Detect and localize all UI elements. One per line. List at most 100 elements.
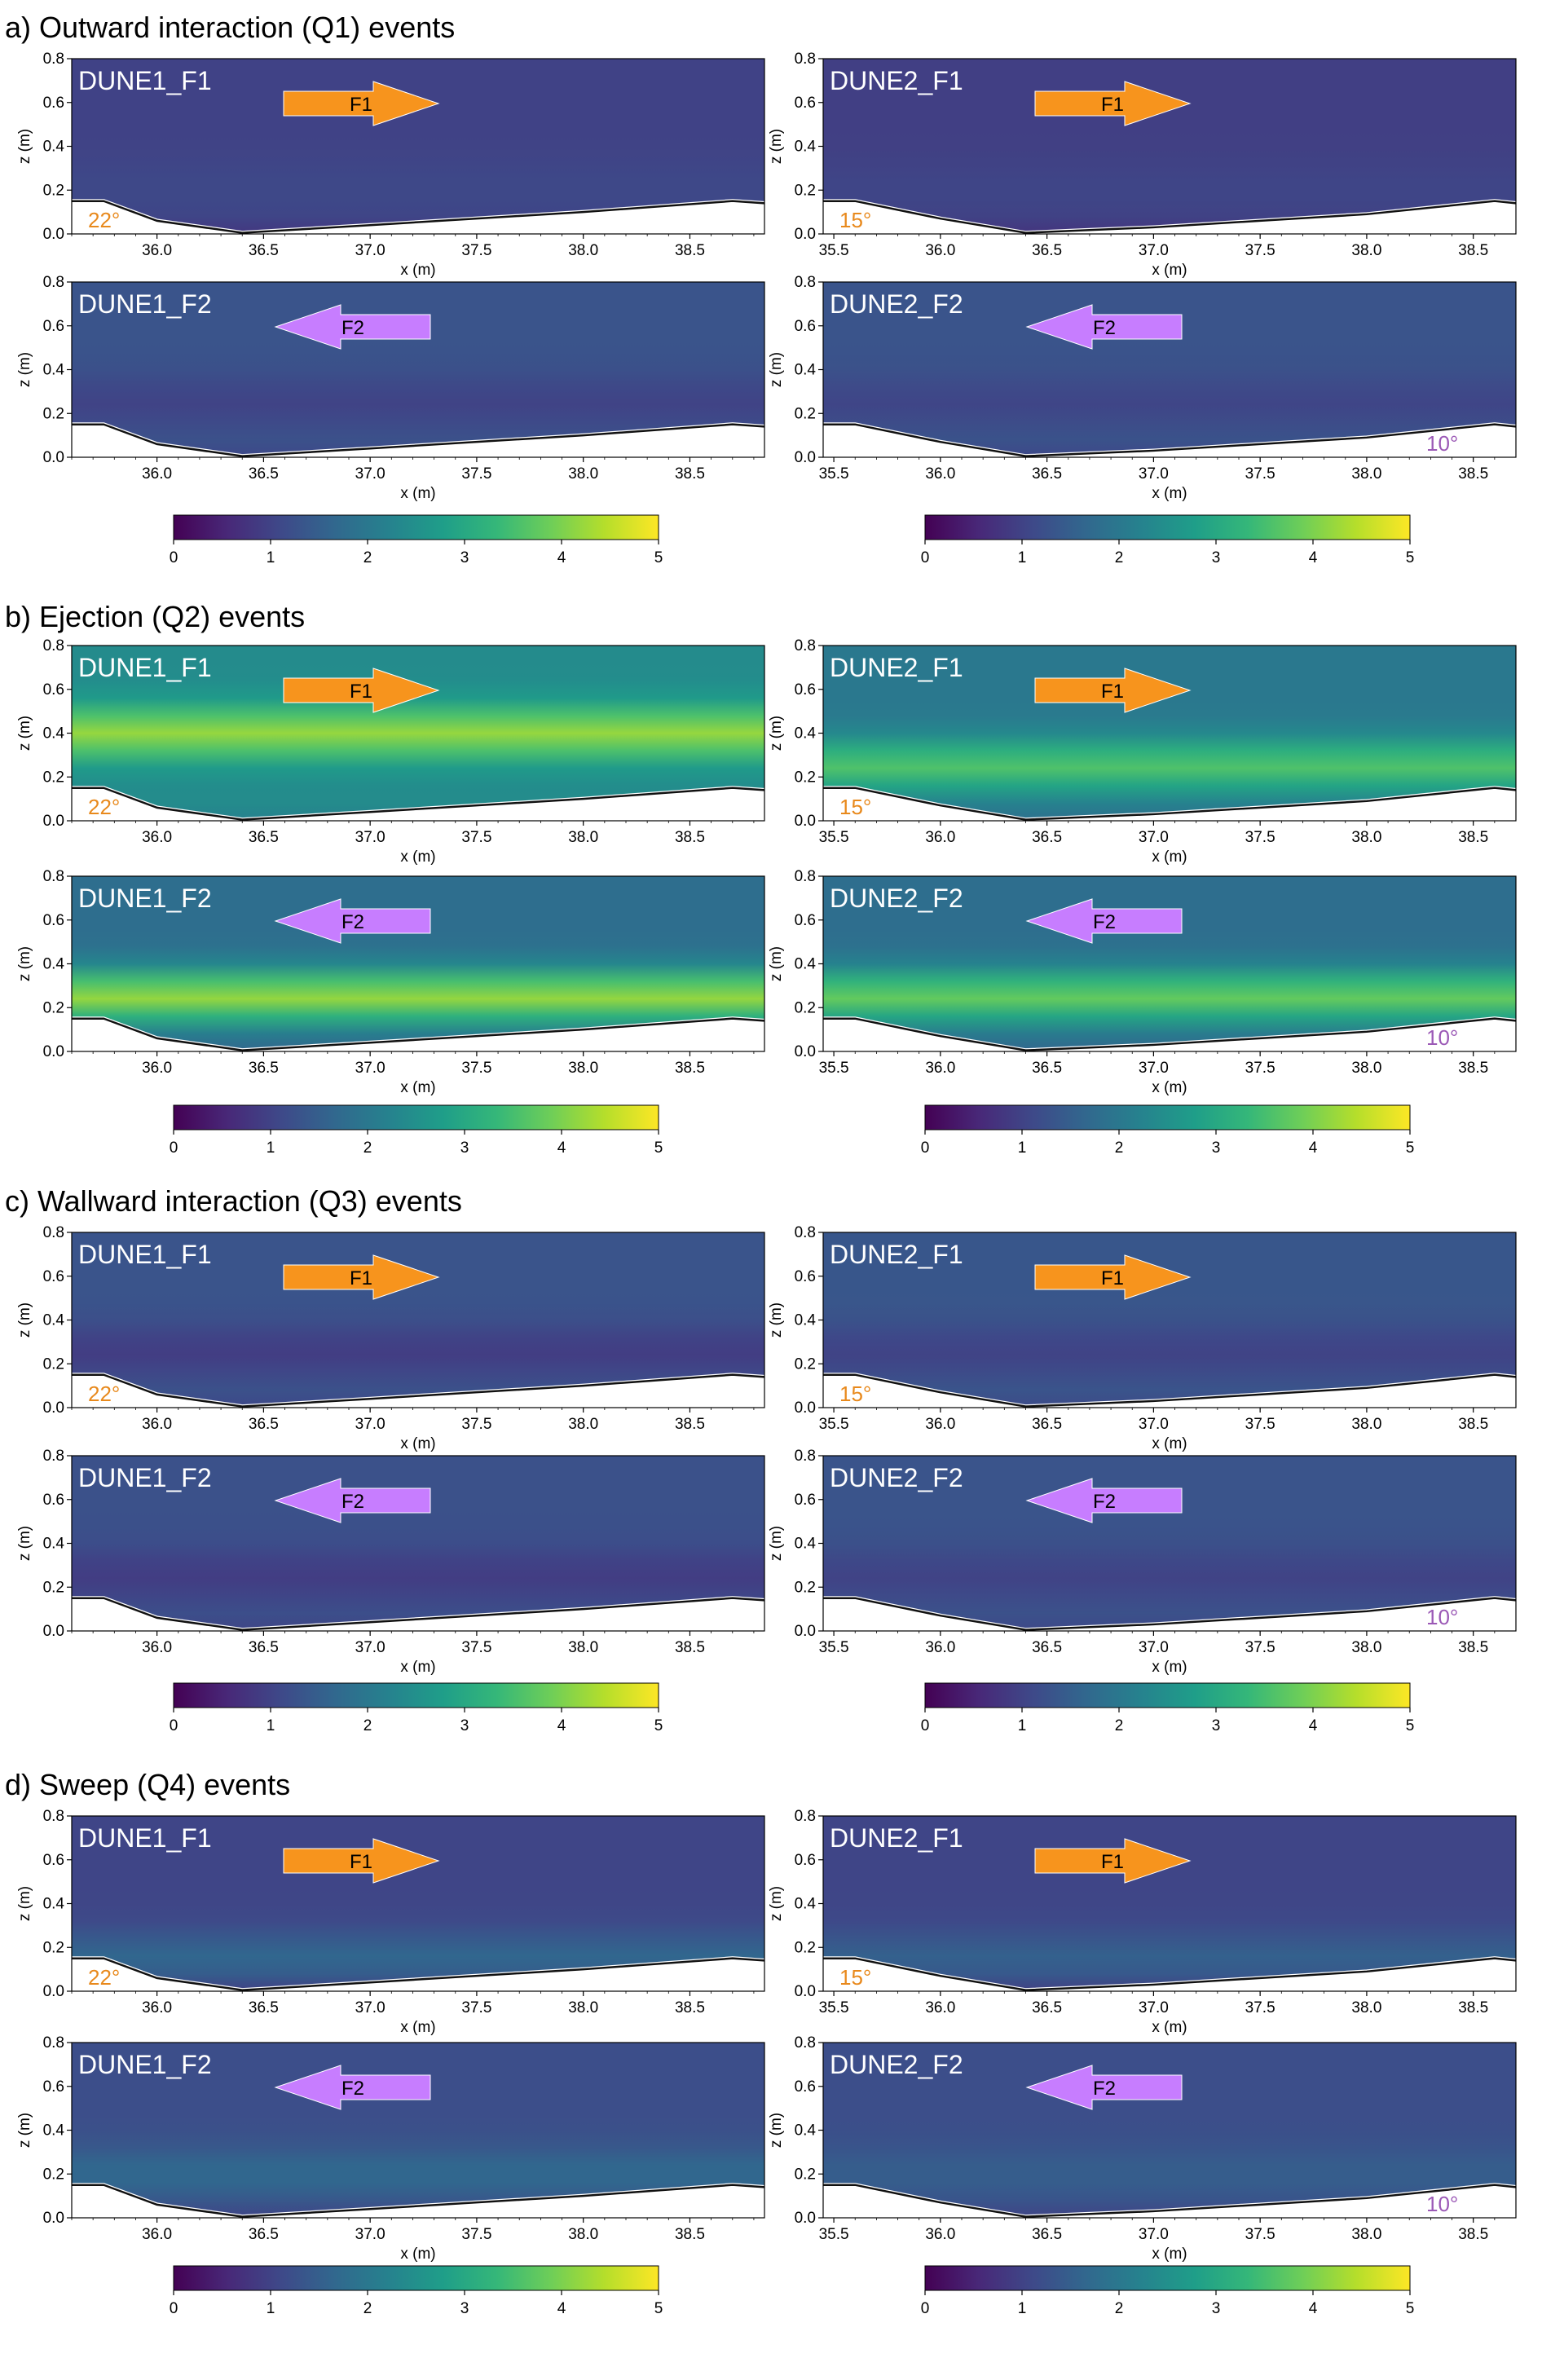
panel-label: DUNE1_F1: [78, 653, 212, 682]
colorbar-tick-label: 1: [1018, 1717, 1027, 1734]
xtick-label: 38.5: [1458, 1999, 1488, 2016]
ytick-label: 0.6: [43, 318, 64, 335]
colorbar-tick-label: 1: [1018, 1139, 1027, 1157]
x-axis-label: x (m): [400, 262, 435, 279]
bed-mask: [72, 1958, 764, 1991]
heatmap-field: [823, 2043, 1516, 2218]
colorbar-tick-label: 2: [1115, 549, 1124, 566]
ytick-label: 0.2: [43, 1939, 64, 1956]
xtick-label: 38.5: [1458, 2226, 1488, 2243]
lee-angle-label: 15°: [839, 208, 871, 232]
bed-mask: [72, 1018, 764, 1051]
x-axis-label: x (m): [400, 1079, 435, 1096]
ytick-label: 0.4: [43, 1536, 65, 1553]
arrow-label: F2: [1093, 911, 1116, 933]
colorbar: 0 1 2 3 4 5: [170, 1104, 663, 1157]
xtick-label: 35.5: [819, 829, 849, 846]
xtick-label: 37.0: [355, 2226, 386, 2243]
xtick-label: 36.0: [925, 242, 955, 259]
ytick-label: 0.0: [43, 813, 64, 830]
xtick-label: 37.5: [1245, 1639, 1275, 1656]
xtick-label: 38.0: [568, 1999, 598, 2016]
ytick-label: 0.6: [795, 681, 816, 699]
xtick-label: 37.5: [461, 829, 491, 846]
colorbar-tick-label: 3: [460, 1717, 469, 1734]
panel-dune2-f2: 0.0 0.2 0.4 0.6 0.8 z (m) 35.5 36.0 36.5 37.0 37.5…: [768, 274, 1517, 502]
colorbar: 0 1 2 3 4 5: [170, 514, 663, 566]
colorbar-tick-label: 2: [363, 549, 372, 566]
flow-arrow-f2: [1025, 898, 1183, 944]
xtick-label: 36.0: [142, 242, 172, 259]
xtick-label: 35.5: [819, 2226, 849, 2243]
colorbar-tick-label: 0: [170, 1717, 178, 1734]
colorbar-tick-label: 5: [654, 1717, 663, 1734]
ytick-label: 0.0: [43, 1623, 64, 1640]
arrow-label: F2: [341, 317, 364, 339]
xtick-label: 36.0: [925, 1060, 955, 1077]
bed-line: [823, 787, 1517, 821]
ytick-label: 0.4: [43, 1312, 65, 1329]
bed-line: [823, 1597, 1517, 1631]
lee-angle-label: 10°: [1426, 431, 1458, 456]
ytick-label: 0.8: [43, 1448, 64, 1465]
ytick-label: 0.0: [795, 1043, 816, 1060]
xtick-label: 36.5: [1032, 1639, 1062, 1656]
flow-arrow-f1: [1034, 668, 1192, 713]
ytick-label: 0.8: [795, 51, 816, 68]
y-axis-label: z (m): [16, 352, 33, 387]
ytick-label: 0.2: [795, 1579, 816, 1596]
bed-line: [823, 1373, 1517, 1408]
ytick-label: 0.6: [43, 1492, 64, 1509]
y-axis-label: z (m): [16, 946, 33, 981]
x-axis-label: x (m): [1152, 1435, 1187, 1452]
ytick-label: 0.2: [43, 182, 64, 199]
xtick-label: 37.0: [1139, 1060, 1169, 1077]
xtick-label: 37.0: [355, 1416, 386, 1433]
colorbar-tick-label: 4: [557, 1139, 566, 1157]
xtick-label: 35.5: [819, 242, 849, 259]
xtick-label: 38.5: [1458, 242, 1488, 259]
colorbar-tick-label: 2: [1115, 1139, 1124, 1157]
arrow-label: F1: [1101, 1267, 1124, 1289]
section-q3: c) Wallward interaction (Q3) events0.00.…: [5, 1184, 1517, 1734]
colorbar-tick-label: 5: [654, 1139, 663, 1157]
ytick-label: 0.2: [795, 999, 816, 1016]
xtick-label: 37.5: [461, 465, 491, 483]
x-axis-label: x (m): [1152, 2246, 1187, 2263]
bed-mask: [72, 201, 764, 234]
xtick-label: 36.0: [925, 1416, 955, 1433]
colorbar-tick-label: 0: [921, 549, 930, 566]
xtick-label: 36.0: [925, 1999, 955, 2016]
lee-angle-label: 10°: [1426, 1605, 1458, 1629]
xtick-label: 38.5: [675, 465, 705, 483]
xtick-label: 37.0: [355, 465, 386, 483]
xtick-label: 38.0: [568, 1060, 598, 1077]
ytick-label: 0.6: [43, 1852, 64, 1869]
bed-line: [72, 1957, 765, 1991]
ytick-label: 0.0: [43, 1983, 64, 2000]
xtick-label: 37.0: [355, 1639, 386, 1656]
bed-line: [72, 1017, 765, 1051]
xtick-label: 38.0: [568, 1639, 598, 1656]
colorbar-tick-label: 1: [267, 1717, 275, 1734]
panel-dune2-f1: 0.0 0.2 0.4 0.6 0.8 z (m) 35.5 36.0 36.5 37.0 37.5…: [768, 637, 1517, 866]
ytick-label: 0.8: [43, 274, 64, 291]
x-axis-label: x (m): [1152, 2019, 1187, 2036]
ytick-label: 0.8: [795, 637, 816, 654]
y-axis-label: z (m): [768, 352, 785, 387]
flow-arrow-f1: [283, 81, 440, 126]
xtick-label: 38.5: [675, 829, 705, 846]
x-axis-label: x (m): [1152, 262, 1187, 279]
flow-arrow-f2: [274, 898, 431, 944]
heatmap-field: [72, 282, 764, 457]
ytick-label: 0.6: [795, 1492, 816, 1509]
xtick-label: 37.5: [1245, 1416, 1275, 1433]
arrow-label: F2: [1093, 1491, 1116, 1513]
ytick-label: 0.2: [43, 2166, 64, 2183]
panel-dune2-f2: 0.0 0.2 0.4 0.6 0.8 z (m) 35.5 36.0 36.5 37.0 37.5…: [768, 2034, 1517, 2263]
ytick-label: 0.8: [795, 1808, 816, 1825]
colorbar-tick-label: 4: [557, 2300, 566, 2317]
ytick-label: 0.4: [795, 1536, 817, 1553]
flow-arrow-f2: [274, 304, 431, 350]
ytick-label: 0.6: [795, 2078, 816, 2096]
